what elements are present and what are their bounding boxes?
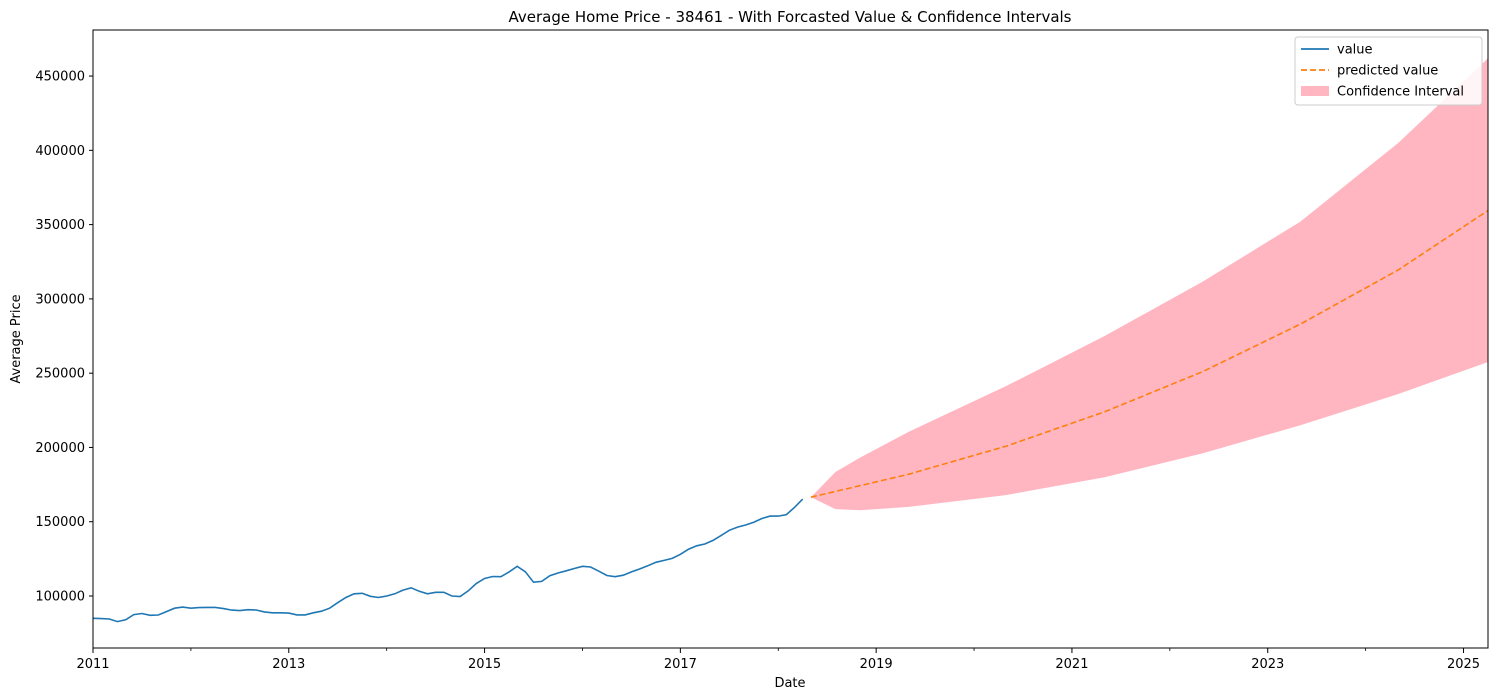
y-axis-label: Average Price [9,294,24,383]
x-tick-label: 2017 [664,657,697,672]
legend-entry-confidence-interval-swatch [1301,86,1329,96]
legend-entry-value: value [1337,43,1373,58]
plot-area [92,58,1489,623]
y-tick-label: 300000 [35,292,85,307]
x-tick-label: 2015 [468,657,501,672]
x-axis-label: Date [774,676,805,691]
x-tick-label: 2019 [860,657,893,672]
x-tick-label: 2021 [1055,657,1088,672]
y-tick-label: 400000 [35,144,85,159]
y-tick-label: 200000 [35,441,85,456]
y-tick-label: 150000 [35,515,85,530]
chart-title: Average Home Price - 38461 - With Forcas… [508,8,1071,26]
predicted-value-series-line [810,209,1489,498]
y-tick-label: 350000 [35,218,85,233]
y-tick-label: 250000 [35,367,85,382]
x-tick-label: 2023 [1251,657,1284,672]
legend-entry-predicted-value: predicted value [1337,64,1438,79]
legend: value predicted value Confidence Interval [1294,36,1483,106]
value-series-line [92,498,804,623]
confidence-interval-band [810,58,1488,511]
x-tick-label: 2025 [1447,657,1480,672]
axes-frame [92,29,1489,649]
x-tick-label: 2011 [76,657,109,672]
legend-entry-confidence-interval: Confidence Interval [1337,85,1464,100]
legend-box [1294,36,1483,106]
axes: 100000 150000 200000 250000 300000 350000 4000… [35,29,1489,672]
y-tick-label: 100000 [35,590,85,605]
x-tick-label: 2013 [272,657,305,672]
y-tick-label: 450000 [35,70,85,85]
